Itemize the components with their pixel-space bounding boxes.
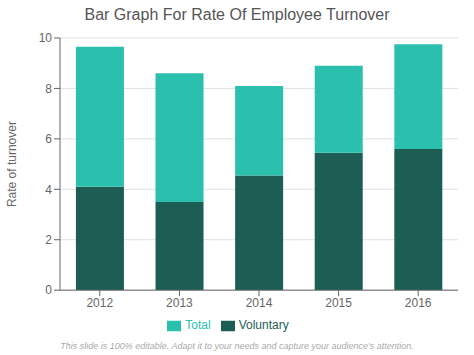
svg-text:2016: 2016	[405, 296, 432, 310]
svg-text:Rate of turnover: Rate of turnover	[8, 121, 19, 207]
html-text:Bar Graph For Rate Of Employee: Bar Graph For Rate Of Employee Turnover	[84, 6, 390, 23]
svg-text:2012: 2012	[86, 296, 113, 310]
html-text:This slide is 100% editable. A: This slide is 100% editable. Adapt it to…	[60, 341, 414, 351]
svg-text:2014: 2014	[246, 296, 273, 310]
svg-text:6: 6	[45, 132, 52, 146]
html-text:Total: Total	[185, 318, 211, 333]
svg-text:2: 2	[45, 233, 52, 247]
svg-text:10: 10	[39, 31, 53, 45]
svg-text:8: 8	[45, 82, 52, 96]
svg-text:2013: 2013	[166, 296, 193, 310]
svg-text:0: 0	[45, 283, 52, 297]
svg-text:4: 4	[45, 183, 52, 197]
html-text:Voluntary: Voluntary	[238, 318, 289, 333]
svg-text:2015: 2015	[325, 296, 352, 310]
